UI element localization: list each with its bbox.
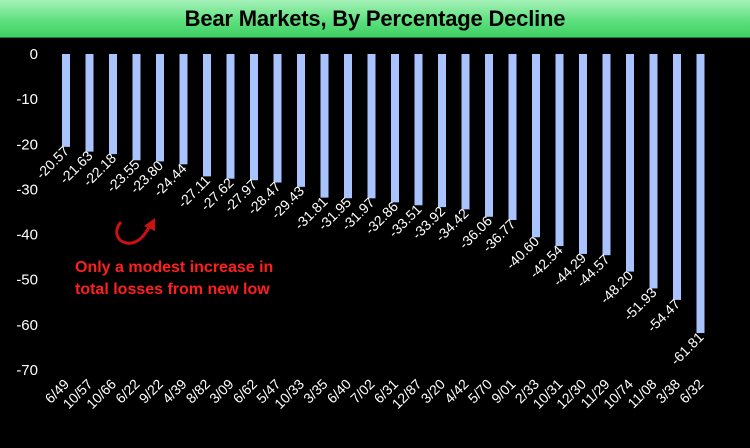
bar <box>579 54 587 254</box>
bar <box>156 54 164 162</box>
annotation-line-1: Only a modest increase in <box>75 259 273 276</box>
bar <box>109 54 117 155</box>
bar <box>485 54 493 217</box>
bar <box>673 54 681 300</box>
x-axis-labels: 6/4910/5710/666/229/224/398/823/096/625/… <box>42 376 707 412</box>
bar <box>555 54 564 247</box>
bar <box>532 54 540 238</box>
x-tick-label: 3/35 <box>300 376 331 407</box>
x-tick-label: 3/20 <box>418 376 449 407</box>
x-tick-label: 7/02 <box>347 376 378 407</box>
bar <box>696 54 705 334</box>
curved-arrow-icon <box>115 220 153 245</box>
bar <box>62 54 70 147</box>
annotation: Only a modest increase in total losses f… <box>75 218 273 298</box>
bar <box>391 54 399 203</box>
bar <box>297 54 305 187</box>
bar <box>414 54 423 206</box>
x-tick-label: 4/42 <box>441 376 472 407</box>
x-tick-label: 6/40 <box>324 376 355 407</box>
bar <box>602 54 611 256</box>
x-tick-label: 5/70 <box>465 376 496 407</box>
bar <box>649 54 658 289</box>
x-tick-label: 4/39 <box>159 376 190 407</box>
y-tick-label: -70 <box>16 362 38 379</box>
bars <box>62 54 705 334</box>
x-tick-label: 9/22 <box>136 376 167 407</box>
x-tick-label: 6/62 <box>230 376 261 407</box>
x-tick-label: 8/82 <box>183 376 214 407</box>
bar <box>250 54 258 181</box>
bar <box>626 54 634 272</box>
bar <box>203 54 211 177</box>
data-label: -61.81 <box>667 329 707 369</box>
y-tick-label: -60 <box>16 317 38 334</box>
y-tick-label: 0 <box>30 46 38 63</box>
x-tick-label: 9/01 <box>488 376 519 407</box>
annotation-line-2: total losses from new low <box>75 281 270 298</box>
y-axis: 0 -10 -20 -30 -40 -50 -60 -70 <box>16 46 38 379</box>
arrow-head-icon <box>144 218 155 231</box>
x-tick-label: 6/32 <box>676 376 707 407</box>
bar <box>179 54 188 165</box>
bar <box>508 54 517 220</box>
chart-title: Bear Markets, By Percentage Decline <box>184 5 566 31</box>
x-tick-label: 3/38 <box>653 376 684 407</box>
bar <box>367 54 376 199</box>
x-tick-label: 6/22 <box>112 376 143 407</box>
bar <box>438 54 446 208</box>
y-tick-label: -30 <box>16 181 38 198</box>
bar <box>85 54 94 152</box>
chart-title-bar: Bear Markets, By Percentage Decline <box>0 0 750 38</box>
bar <box>461 54 470 210</box>
bar <box>320 54 329 198</box>
bar <box>344 54 352 199</box>
y-tick-label: -20 <box>16 136 38 153</box>
y-tick-label: -50 <box>16 272 38 289</box>
y-tick-label: -40 <box>16 227 38 244</box>
bar <box>273 54 282 183</box>
y-tick-label: -10 <box>16 91 38 108</box>
bar <box>226 54 235 179</box>
bar <box>132 54 141 161</box>
x-tick-label: 3/09 <box>206 376 237 407</box>
